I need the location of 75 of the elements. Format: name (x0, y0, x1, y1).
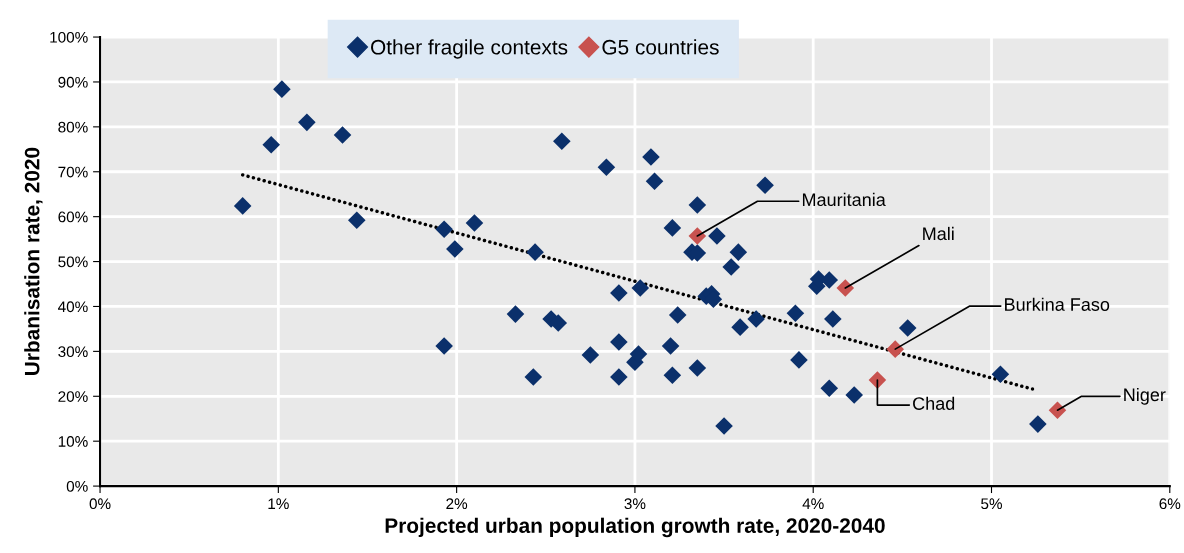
point (435, 220, 453, 239)
point (991, 365, 1010, 384)
y-tick-label: 90% (58, 76, 88, 88)
point (435, 337, 453, 355)
point (731, 318, 749, 336)
point (663, 366, 682, 384)
y-tick-label: 50% (58, 256, 88, 268)
annotation: Mali (923, 226, 954, 241)
point (446, 240, 464, 258)
annotation: Chad (913, 396, 955, 410)
point (553, 132, 571, 151)
x-tick-label: 5% (981, 498, 1002, 510)
y-tick-label: 10% (58, 436, 88, 447)
x-tick-label: 4% (802, 498, 824, 510)
point (298, 113, 316, 132)
point (715, 417, 733, 435)
point (465, 214, 484, 232)
x-tick-label: 6% (1159, 498, 1181, 510)
point (506, 305, 525, 323)
point (1029, 415, 1047, 433)
x-tick-label: 1% (268, 498, 289, 510)
x-tick-label: 0% (89, 498, 111, 510)
point (597, 158, 616, 177)
y-tick-label: 70% (58, 166, 88, 178)
point (262, 136, 280, 154)
y-tick-label: 40% (58, 301, 88, 313)
point (756, 176, 774, 195)
point (333, 126, 352, 144)
y-axis-title: Urbanisation rate, 2020 (24, 147, 43, 375)
annotation: Burkina Faso (1005, 297, 1110, 311)
point (688, 359, 707, 377)
point (668, 306, 687, 324)
annotation: Niger (1124, 387, 1166, 405)
point (790, 351, 808, 369)
y-tick-label: 60% (58, 211, 88, 223)
legend-label: G5 countries (602, 39, 719, 55)
point (886, 340, 905, 358)
point (348, 211, 366, 230)
point (581, 346, 600, 364)
point (273, 80, 291, 98)
point (708, 227, 726, 245)
y-tick-label: 0% (66, 480, 88, 492)
legend-label: Other fragile contexts (371, 39, 568, 59)
point (729, 243, 748, 261)
point (233, 197, 252, 215)
point (868, 371, 887, 389)
point (747, 310, 765, 328)
point (786, 304, 805, 322)
point (688, 196, 707, 214)
y-tick-label: 30% (58, 346, 88, 358)
x-tick-label: 3% (624, 498, 646, 510)
point (610, 284, 628, 302)
point (645, 172, 664, 190)
point (524, 368, 543, 386)
point (824, 310, 842, 328)
x-axis-title: Projected urban population growth rate, 2020-2040 (385, 517, 885, 538)
point (661, 337, 680, 355)
point (820, 379, 839, 397)
y-tick-label: 80% (58, 121, 88, 133)
point (642, 148, 660, 166)
point (688, 227, 707, 245)
point (631, 279, 650, 297)
point (845, 386, 863, 404)
point (1048, 401, 1067, 419)
y-tick-label: 100% (50, 31, 88, 43)
point (663, 219, 682, 237)
point (898, 319, 917, 337)
point (836, 279, 855, 297)
point (610, 368, 628, 386)
point (526, 243, 544, 261)
x-tick-label: 2% (446, 498, 468, 510)
point (610, 333, 628, 351)
annotation: Mauritania (802, 192, 886, 207)
point (722, 258, 740, 276)
y-tick-label: 20% (58, 391, 88, 402)
